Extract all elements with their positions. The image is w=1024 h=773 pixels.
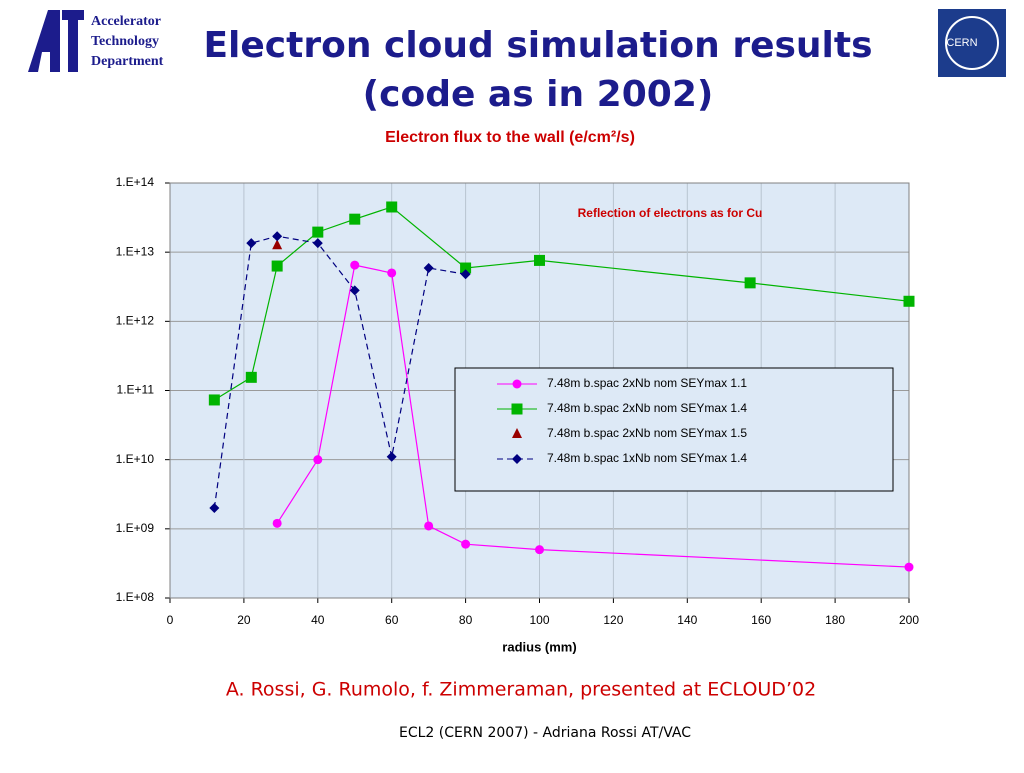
x-tick-label: 200 [899, 613, 919, 627]
marker [313, 455, 323, 465]
slide-title: Electron cloud simulation results [203, 25, 872, 66]
x-tick-label: 160 [751, 613, 771, 627]
series-line [214, 206, 910, 401]
marker [387, 268, 397, 278]
logo-box [938, 9, 1006, 77]
marker [461, 539, 471, 549]
logo-text: CERN [946, 37, 977, 49]
series-line [276, 264, 910, 568]
plot-frame [169, 182, 910, 599]
marker [460, 269, 471, 280]
y-tick-label: 1.E+13 [116, 244, 155, 258]
legend-marker [512, 428, 522, 438]
legend-label: 7.48m b.spac 2xNb nom SEYmax 1.4 [547, 401, 747, 415]
logo-text: Technology [91, 34, 159, 49]
marker [271, 260, 283, 272]
logo-ring [945, 16, 999, 70]
x-tick-label: 80 [459, 613, 473, 627]
left-logo: Accelerator Technology Department [28, 10, 164, 72]
right-logo: CERN [938, 9, 1006, 77]
y-tick-label: 1.E+14 [116, 175, 155, 189]
chart: 1.E+08 1.E+09 1.E+10 1.E+11 1.E+12 1.E+13 1.E+… [116, 175, 920, 654]
x-tick-label: 20 [237, 613, 251, 627]
marker [208, 394, 220, 406]
y-tick-label: 1.E+11 [117, 383, 155, 397]
marker [535, 545, 544, 555]
legend-marker [512, 454, 522, 464]
marker [534, 254, 545, 266]
legend-label: 7.48m b.spac 1xNb nom SEYmax 1.4 [547, 451, 747, 465]
series-line [213, 235, 466, 509]
marker [209, 503, 220, 514]
marker [423, 263, 434, 274]
marker [246, 238, 257, 249]
x-tick-label: 0 [167, 613, 174, 627]
x-tick-label: 100 [529, 613, 549, 627]
citation: A. Rossi, G. Rumolo, f. Zimmeraman, pres… [226, 679, 816, 701]
footer: ECL2 (CERN 2007) - Adriana Rossi AT/VAC [399, 725, 691, 741]
legend-box [454, 367, 894, 492]
y-tick-label: 1.E+09 [116, 521, 155, 535]
marker [272, 239, 283, 250]
x-tick-label: 180 [825, 613, 845, 627]
marker [312, 238, 323, 249]
marker [312, 226, 324, 238]
marker [349, 213, 361, 225]
y-tick-label: 1.E+08 [116, 590, 155, 604]
marker [349, 285, 360, 296]
x-tick-label: 120 [603, 613, 623, 627]
legend-marker [511, 403, 523, 415]
y-tick-label: 1.E+10 [116, 452, 155, 466]
marker [460, 262, 472, 274]
chart-title: Electron flux to the wall (e/cm²/s) [385, 129, 635, 146]
y-tick-label: 1.E+12 [116, 314, 155, 328]
legend: 7.48m b.spac 2xNb nom SEYmax 1.1 7.48m b.… [454, 367, 894, 492]
marker [386, 451, 397, 462]
x-tick-label: 140 [677, 613, 697, 627]
marker [744, 277, 756, 289]
marker [350, 260, 360, 270]
logo-mark [28, 10, 60, 72]
x-tick-label: 60 [385, 613, 399, 627]
marker [903, 295, 915, 307]
logo-mark [68, 10, 78, 72]
marker [904, 562, 914, 572]
marker [272, 231, 283, 242]
logo-text: Accelerator [91, 14, 161, 29]
legend-marker [512, 379, 522, 389]
logo-text: Department [91, 54, 164, 69]
x-axis-label: radius (mm) [502, 639, 576, 654]
marker [272, 518, 282, 528]
marker [245, 371, 257, 383]
slide-title: (code as in 2002) [363, 74, 714, 115]
annotation: Reflection of electrons as for Cu [578, 206, 763, 220]
x-tick-label: 40 [311, 613, 325, 627]
legend-label: 7.48m b.spac 2xNb nom SEYmax 1.5 [547, 426, 747, 440]
marker [424, 521, 434, 531]
legend-label: 7.48m b.spac 2xNb nom SEYmax 1.1 [547, 376, 747, 390]
marker [386, 201, 398, 213]
